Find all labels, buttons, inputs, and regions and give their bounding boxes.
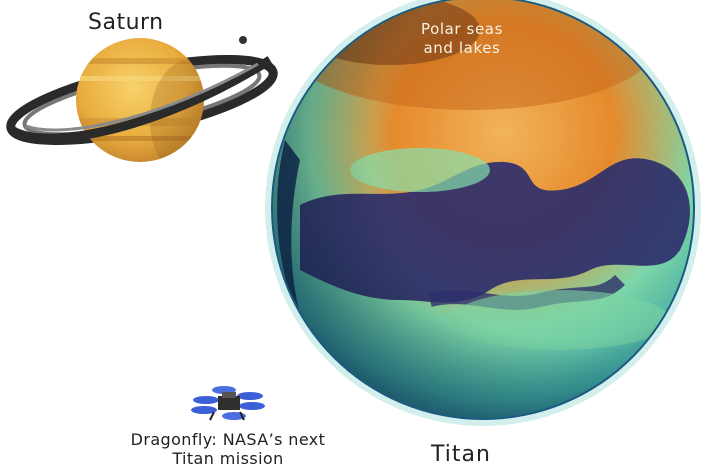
saturn-label: Saturn: [88, 10, 164, 35]
polar-seas-label-line-2: and lakes: [423, 39, 501, 57]
titan-label: Titan: [431, 442, 491, 467]
dragonfly-drone-icon: [191, 386, 265, 421]
dragonfly-label-line-1: Dragonfly: NASA’s next: [130, 430, 326, 449]
saturn-moon-dot: [239, 36, 247, 44]
titan-illustration: [265, 0, 701, 426]
dragonfly-label-line-2: Titan mission: [172, 449, 284, 468]
saturn-illustration: [6, 36, 278, 162]
polar-seas-label-line-1: Polar seas: [420, 20, 504, 38]
dragonfly-label: Dragonfly: NASA’s next Titan mission: [98, 430, 358, 468]
polar-seas-label: Polar seas and lakes: [392, 20, 532, 58]
